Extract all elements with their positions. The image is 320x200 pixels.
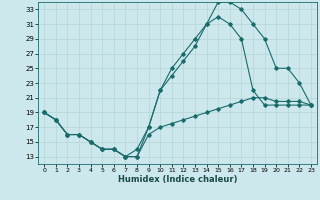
X-axis label: Humidex (Indice chaleur): Humidex (Indice chaleur) [118, 175, 237, 184]
